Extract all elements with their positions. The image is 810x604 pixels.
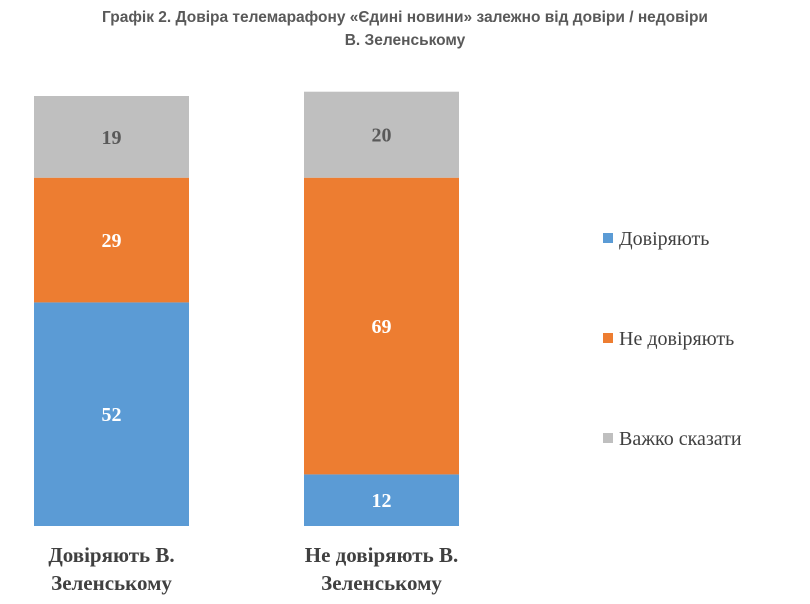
legend-label-1: Довіряють bbox=[619, 228, 709, 250]
bar-segment-1-series-1 bbox=[34, 302, 189, 526]
chart-title: Графік 2. Довіра телемарафону «Єдині нов… bbox=[0, 6, 810, 52]
bar-segment-2-series-2 bbox=[304, 177, 459, 475]
chart-title-line-2: В. Зеленському bbox=[344, 32, 466, 49]
legend-swatch-1 bbox=[603, 233, 613, 243]
legend-swatch-3 bbox=[603, 433, 613, 443]
legend-label-2: Не довіряють bbox=[619, 328, 734, 350]
data-label-1-series-3: 19 bbox=[102, 127, 122, 149]
bar-segment-1-series-3 bbox=[34, 96, 189, 178]
category-label-2-line-1: Не довіряють В. bbox=[305, 543, 458, 567]
bar-segment-2-series-3 bbox=[304, 91, 459, 178]
data-label-2-series-1: 12 bbox=[372, 490, 392, 512]
data-label-2-series-3: 20 bbox=[372, 125, 392, 147]
category-label-2-line-2: Зеленському bbox=[321, 571, 442, 595]
data-label-1-series-1: 52 bbox=[102, 404, 122, 426]
data-label-2-series-2: 69 bbox=[372, 316, 392, 338]
chart-title-line-1: Графік 2. Довіра телемарафону «Єдині нов… bbox=[102, 9, 708, 26]
bar-segment-1-series-2 bbox=[34, 177, 189, 303]
legend-swatch-2 bbox=[603, 333, 613, 343]
bar-segment-2-series-1 bbox=[304, 474, 459, 526]
category-label-1-line-1: Довіряють В. bbox=[48, 543, 174, 567]
data-label-1-series-2: 29 bbox=[102, 230, 122, 252]
legend-label-3: Важко сказати bbox=[619, 428, 742, 450]
category-label-1-line-2: Зеленському bbox=[51, 571, 172, 595]
